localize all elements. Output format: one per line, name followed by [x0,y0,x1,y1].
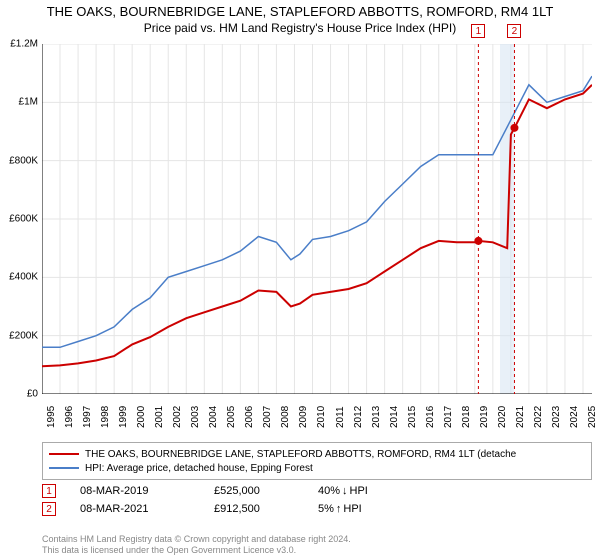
trade-flag-1: 1 [471,24,485,38]
x-tick-label: 2006 [244,406,255,428]
legend-swatch [49,467,79,469]
arrow-down-icon: ↓ [342,485,348,497]
x-tick-label: 2020 [497,406,508,428]
x-tick-label: 2013 [371,406,382,428]
trade-date: 08-MAR-2019 [80,485,190,497]
trade-row: 1 08-MAR-2019 £525,000 40% ↓ HPI [42,482,592,500]
x-tick-label: 2019 [479,406,490,428]
x-tick-label: 2009 [298,406,309,428]
x-tick-label: 1997 [82,406,93,428]
legend-item-property: THE OAKS, BOURNEBRIDGE LANE, STAPLEFORD … [49,447,585,461]
chart-svg [42,44,592,394]
x-tick-label: 2023 [551,406,562,428]
x-tick-label: 2011 [335,406,346,428]
trade-date: 08-MAR-2021 [80,503,190,515]
arrow-up-icon: ↑ [336,503,342,515]
legend: THE OAKS, BOURNEBRIDGE LANE, STAPLEFORD … [42,442,592,480]
trade-table: 1 08-MAR-2019 £525,000 40% ↓ HPI 2 08-MAR-202… [42,482,592,518]
x-axis-labels: 1995 1996 1997 1998 1999 2000 2001 2002 2003 2004… [42,394,592,444]
x-tick-label: 1999 [118,406,129,428]
trade-delta: 5% ↑ HPI [318,503,362,515]
footer-line1: Contains HM Land Registry data © Crown c… [42,534,351,545]
x-tick-label: 1998 [100,406,111,428]
trade-row: 2 08-MAR-2021 £912,500 5% ↑ HPI [42,500,592,518]
x-tick-label: 2017 [443,406,454,428]
chart-container: THE OAKS, BOURNEBRIDGE LANE, STAPLEFORD … [0,0,600,560]
legend-item-hpi: HPI: Average price, detached house, Eppi… [49,461,585,475]
footer-line2: This data is licensed under the Open Gov… [42,545,351,556]
y-tick-label: £600K [9,214,38,225]
legend-swatch [49,453,79,455]
y-tick-label: £400K [9,272,38,283]
x-tick-label: 2007 [262,406,273,428]
y-tick-label: £800K [9,155,38,166]
trade-price: £912,500 [214,503,294,515]
x-tick-label: 2002 [172,406,183,428]
x-tick-label: 2004 [208,406,219,428]
x-tick-label: 2022 [533,406,544,428]
x-tick-label: 2014 [389,406,400,428]
chart-plot-area: 12 [42,44,592,394]
x-tick-label: 2016 [425,406,436,428]
x-tick-label: 2008 [280,406,291,428]
delta-pct: 40% [318,485,340,497]
x-tick-label: 1996 [64,406,75,428]
trade-delta: 40% ↓ HPI [318,485,368,497]
trade-marker: 2 [42,502,56,516]
x-tick-label: 1995 [46,406,57,428]
x-tick-label: 2025 [587,406,598,428]
x-tick-label: 2003 [190,406,201,428]
delta-label: HPI [350,485,368,497]
x-tick-label: 2000 [136,406,147,428]
x-tick-label: 2021 [515,406,526,428]
x-tick-label: 2015 [407,406,418,428]
x-tick-label: 2001 [154,406,165,428]
trade-flag-2: 2 [507,24,521,38]
x-tick-label: 2005 [226,406,237,428]
x-tick-label: 2024 [569,406,580,428]
delta-pct: 5% [318,503,334,515]
y-axis-labels: £0£200K£400K£600K£800K£1M£1.2M [0,44,40,394]
y-tick-label: £0 [27,389,38,400]
chart-title: THE OAKS, BOURNEBRIDGE LANE, STAPLEFORD … [0,4,600,19]
x-tick-label: 2010 [316,406,327,428]
x-tick-label: 2012 [353,406,364,428]
trade-price: £525,000 [214,485,294,497]
delta-label: HPI [343,503,361,515]
trade-marker: 1 [42,484,56,498]
y-tick-label: £200K [9,330,38,341]
legend-label: HPI: Average price, detached house, Eppi… [85,463,313,474]
legend-label: THE OAKS, BOURNEBRIDGE LANE, STAPLEFORD … [85,449,516,460]
y-tick-label: £1M [19,97,38,108]
footer-attribution: Contains HM Land Registry data © Crown c… [42,534,351,556]
x-tick-label: 2018 [461,406,472,428]
y-tick-label: £1.2M [10,39,38,50]
